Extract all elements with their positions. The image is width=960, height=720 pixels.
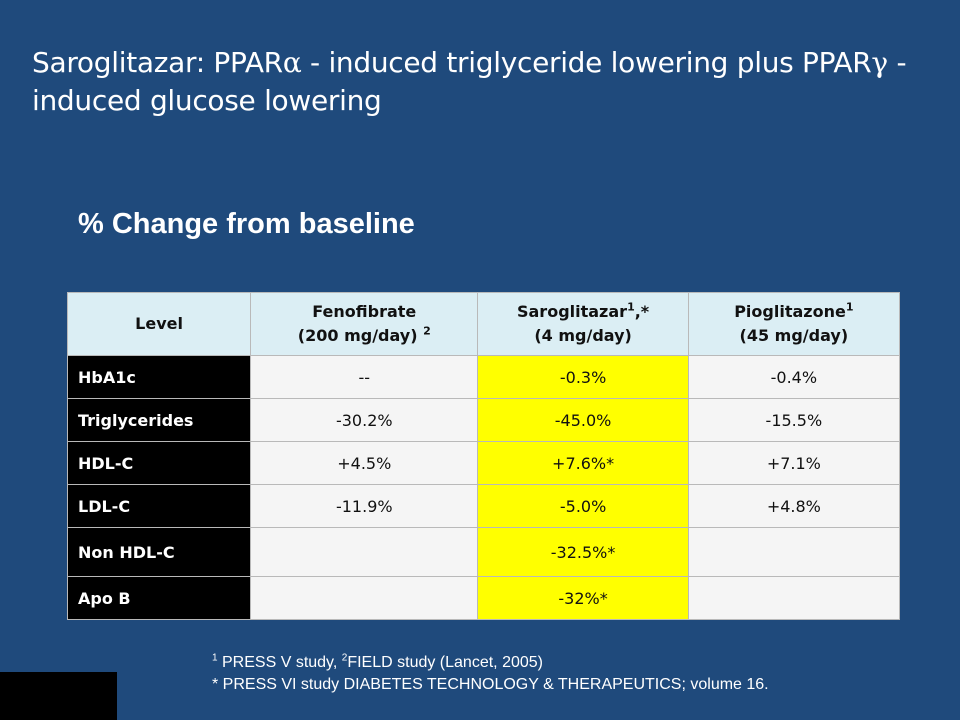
pioglitazone-cell: -0.4% (687, 355, 901, 399)
table-header-row: Level Fenofibrate (200 mg/day) 2 Sarogli… (66, 292, 901, 356)
saroglitazar-cell: -45.0% (477, 398, 689, 442)
pioglitazone-cell: +4.8% (687, 484, 901, 528)
pioglitazone-name: Pioglitazone (734, 302, 846, 321)
saroglitazar-cell: -32.5%* (477, 527, 689, 577)
table-row: HDL-C +4.5% +7.6%* +7.1% (66, 441, 901, 485)
corner-black-block (0, 672, 117, 720)
saroglitazar-sup: 1 (627, 300, 635, 314)
saroglitazar-cell: -0.3% (477, 355, 689, 399)
fenofibrate-cell (250, 576, 479, 620)
row-label: HbA1c (66, 355, 252, 399)
comparison-table: Level Fenofibrate (200 mg/day) 2 Sarogli… (66, 292, 901, 620)
row-label: Non HDL-C (66, 527, 252, 577)
pioglitazone-cell (687, 576, 901, 620)
saroglitazar-cell: -32%* (477, 576, 689, 620)
row-label: Apo B (66, 576, 252, 620)
header-fenofibrate: Fenofibrate (200 mg/day) 2 (250, 292, 479, 356)
row-label: HDL-C (66, 441, 252, 485)
pioglitazone-cell: -15.5% (687, 398, 901, 442)
header-level: Level (66, 292, 252, 356)
pioglitazone-cell: +7.1% (687, 441, 901, 485)
footnotes: 1 PRESS V study, 2FIELD study (Lancet, 2… (212, 652, 769, 696)
fenofibrate-name: Fenofibrate (312, 302, 417, 321)
footnote-line-2: * PRESS VI study DIABETES TECHNOLOGY & T… (212, 676, 769, 693)
alpha-symbol: α (282, 46, 302, 79)
title-part3: - induced glucose lowering (32, 46, 907, 117)
row-label: LDL-C (66, 484, 252, 528)
fenofibrate-dose: (200 mg/day) (297, 326, 424, 345)
saroglitazar-suffix: ,* (634, 302, 650, 321)
table-row: LDL-C -11.9% -5.0% +4.8% (66, 484, 901, 528)
pioglitazone-sup: 1 (845, 300, 854, 314)
title-part1: Saroglitazar: PPAR (32, 46, 283, 79)
table-heading: % Change from baseline (78, 208, 415, 240)
header-saroglitazar: Saroglitazar1,* (4 mg/day) (477, 292, 689, 356)
table-row: Triglycerides -30.2% -45.0% -15.5% (66, 398, 901, 442)
table-row: HbA1c -- -0.3% -0.4% (66, 355, 901, 399)
footnote-press-v: PRESS V study, (217, 654, 342, 671)
fenofibrate-cell: -- (250, 355, 479, 399)
table-row: Non HDL-C -32.5%* (66, 527, 901, 577)
title-part2: - induced triglyceride lowering plus PPA… (301, 46, 872, 79)
row-label: Triglycerides (66, 398, 252, 442)
saroglitazar-dose: (4 mg/day) (534, 326, 632, 345)
footnote-line-1: 1 PRESS V study, 2FIELD study (Lancet, 2… (212, 652, 769, 674)
fenofibrate-cell: -30.2% (250, 398, 479, 442)
pioglitazone-cell (687, 527, 901, 577)
saroglitazar-cell: -5.0% (477, 484, 689, 528)
saroglitazar-name: Saroglitazar (516, 302, 628, 321)
saroglitazar-cell: +7.6%* (477, 441, 689, 485)
fenofibrate-cell (250, 527, 479, 577)
fenofibrate-cell: -11.9% (250, 484, 479, 528)
header-pioglitazone: Pioglitazone1 (45 mg/day) (687, 292, 901, 356)
footnote-sup-2: 2 (341, 652, 348, 664)
table-row: Apo B -32%* (66, 576, 901, 620)
fenofibrate-sup: 2 (423, 324, 431, 338)
fenofibrate-cell: +4.5% (250, 441, 479, 485)
footnote-sup-1: 1 (212, 652, 218, 664)
gamma-symbol: γ (871, 46, 888, 79)
pioglitazone-dose: (45 mg/day) (739, 326, 849, 345)
slide-title: Saroglitazar: PPARα - induced triglyceri… (32, 44, 922, 120)
footnote-field: FIELD study (Lancet, 2005) (347, 654, 543, 671)
